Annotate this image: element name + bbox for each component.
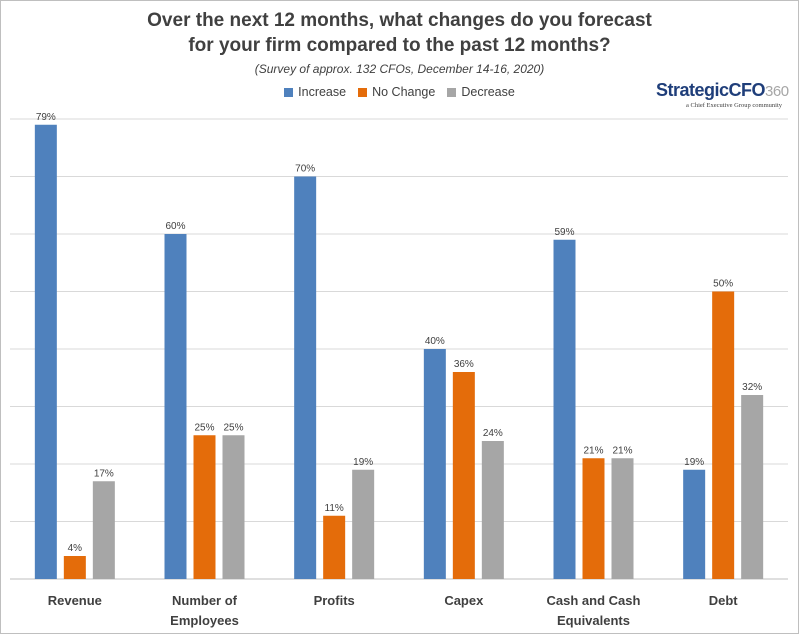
data-label: 25%	[194, 422, 214, 433]
data-label: 21%	[583, 445, 603, 456]
bar-no-change	[193, 435, 216, 579]
bar-decrease	[741, 395, 764, 579]
bar-decrease	[92, 481, 115, 579]
data-label: 32%	[742, 382, 762, 393]
bar-decrease	[222, 435, 245, 579]
bar-no-change	[712, 291, 735, 579]
logo-tagline: a Chief Executive Group community	[685, 102, 782, 109]
category-label: Capex	[444, 593, 484, 608]
bar-decrease	[352, 469, 375, 579]
category-label: Revenue	[48, 593, 102, 608]
data-label: 40%	[425, 336, 445, 347]
bar-no-change	[323, 515, 346, 579]
legend-swatch-no-change	[358, 87, 368, 97]
legend-swatch-increase	[284, 87, 294, 97]
bar-increase	[683, 469, 706, 579]
bar-increase	[34, 124, 57, 579]
data-label: 50%	[713, 279, 733, 290]
bar-decrease	[611, 458, 634, 579]
chart-title-line-1: Over the next 12 months, what changes do…	[147, 10, 652, 31]
data-label: 11%	[325, 503, 344, 514]
legend-item-increase: Increase	[284, 85, 346, 99]
bar-increase	[553, 239, 576, 579]
category-label: Cash and Cash	[547, 593, 641, 608]
data-label: 59%	[554, 227, 574, 238]
bar-no-change	[452, 372, 475, 579]
category-label: Debt	[709, 593, 739, 608]
chart-title-line-2: for your firm compared to the past 12 mo…	[188, 35, 611, 56]
data-label: 19%	[353, 457, 373, 468]
bar-no-change	[63, 556, 86, 579]
legend-label-decrease: Decrease	[461, 85, 515, 99]
legend-item-no-change: No Change	[358, 85, 435, 99]
bar-increase	[164, 234, 187, 579]
category-label: Equivalents	[557, 613, 630, 628]
category-label: Employees	[170, 613, 239, 628]
data-label: 17%	[94, 468, 114, 479]
logo-cfo-text: CFO	[728, 80, 766, 100]
bar-increase	[294, 176, 317, 579]
bar-increase	[423, 349, 446, 579]
data-label: 60%	[165, 221, 185, 232]
data-label: 4%	[68, 543, 83, 554]
chart-subtitle: (Survey of approx. 132 CFOs, December 14…	[254, 62, 545, 76]
data-label: 19%	[684, 457, 704, 468]
strategic-cfo-logo: StrategicCFO360 a Chief Executive Group …	[656, 80, 789, 109]
legend-item-decrease: Decrease	[447, 85, 515, 99]
data-label: 79%	[36, 112, 56, 123]
bar-no-change	[582, 458, 605, 579]
logo-360-text: 360	[765, 83, 789, 100]
logo-strategic-text: Strategic	[656, 80, 729, 100]
chart-legend: Increase No Change Decrease	[0, 85, 799, 99]
data-label: 24%	[483, 428, 503, 439]
data-label: 25%	[223, 422, 243, 433]
data-label: 36%	[454, 359, 474, 370]
legend-label-increase: Increase	[298, 85, 347, 99]
category-label: Number of	[172, 593, 238, 608]
category-label: Profits	[314, 593, 355, 608]
data-label: 21%	[612, 445, 632, 456]
legend-swatch-decrease	[447, 87, 457, 97]
data-label: 70%	[295, 164, 315, 175]
legend-label-no-change: No Change	[372, 85, 436, 99]
bar-decrease	[481, 441, 504, 579]
